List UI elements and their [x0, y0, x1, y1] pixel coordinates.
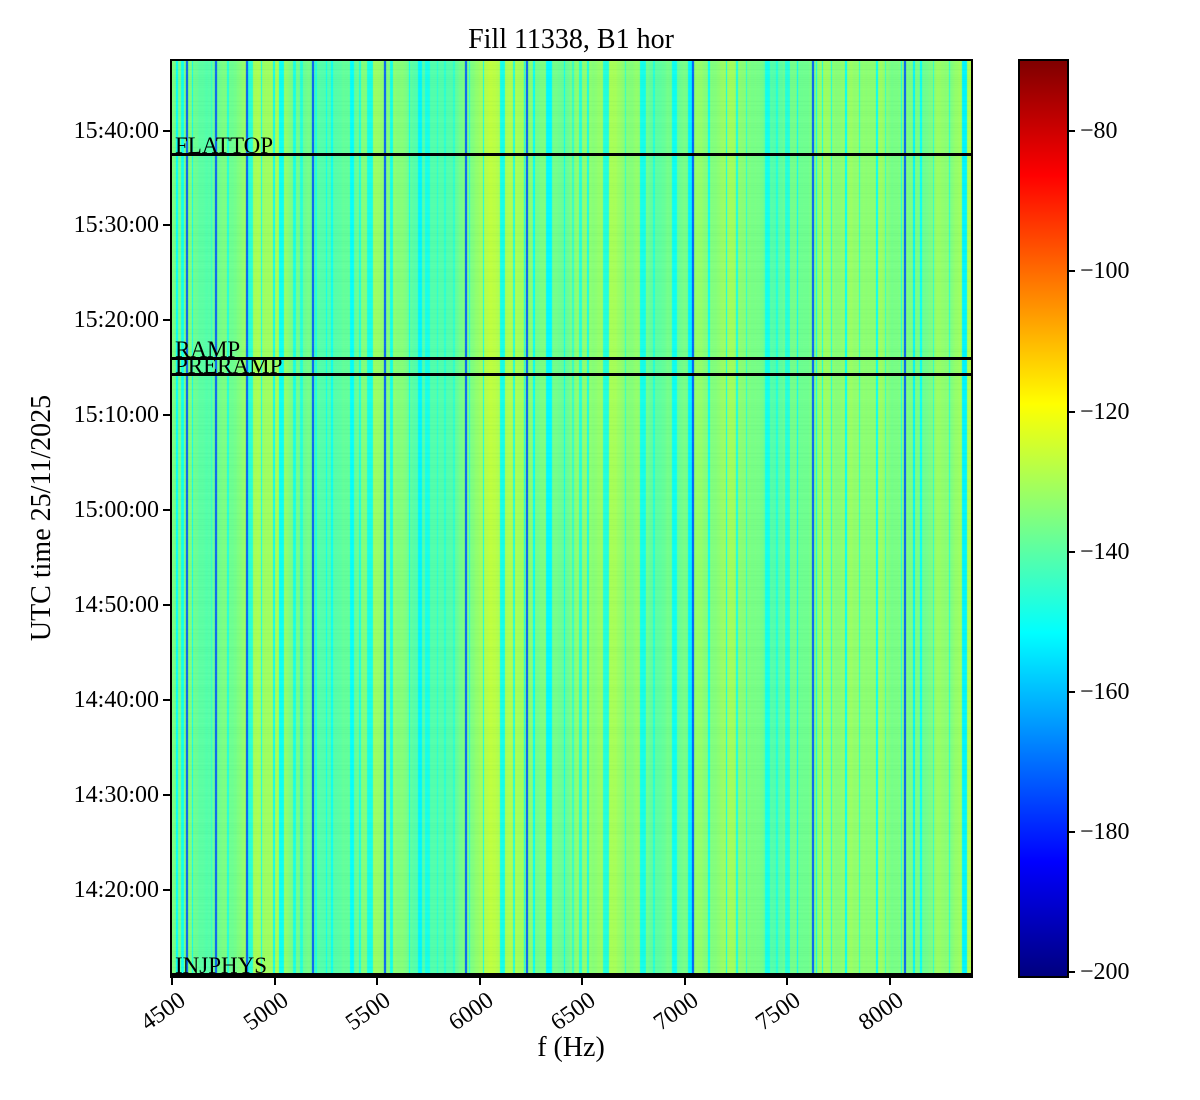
x-tick: [786, 976, 789, 985]
y-tick-label: 14:40:00: [73, 686, 159, 713]
x-tick: [888, 976, 891, 985]
spectrogram-plot: FLATTOP RAMP PRERAMP INJPHYS: [170, 59, 973, 978]
y-tick: [163, 129, 172, 132]
y-tick-label: 15:40:00: [73, 117, 159, 144]
y-tick-label: 15:30:00: [73, 212, 159, 239]
beam-mode-label-injphys: INJPHYS: [175, 953, 268, 978]
x-tick-label: 6000: [443, 987, 499, 1037]
colorbar-tick-label: −120: [1080, 398, 1130, 425]
x-tick: [376, 976, 379, 985]
y-tick: [163, 509, 172, 512]
beam-mode-label-ramp: RAMP: [175, 337, 241, 363]
x-tick: [581, 976, 584, 985]
y-tick: [163, 698, 172, 701]
x-tick: [273, 976, 276, 985]
y-tick: [163, 224, 172, 227]
x-tick-label: 7000: [648, 987, 704, 1037]
colorbar-tick-label: −180: [1080, 819, 1130, 846]
x-tick-label: 4500: [136, 987, 191, 1037]
y-tick: [163, 604, 172, 607]
colorbar-tick: [1067, 831, 1075, 834]
y-tick: [163, 319, 172, 322]
y-tick: [163, 414, 172, 417]
x-tick-label: 7500: [751, 987, 806, 1037]
colorbar-tick: [1067, 691, 1075, 694]
y-tick: [163, 888, 172, 891]
beam-mode-line-flattop: [172, 153, 971, 157]
colorbar-tick-label: −200: [1080, 959, 1130, 986]
colorbar-tick: [1067, 270, 1075, 273]
y-tick-label: 14:50:00: [73, 592, 159, 619]
y-tick-label: 14:30:00: [73, 781, 159, 808]
heatmap-canvas: [172, 61, 971, 976]
colorbar-tick-label: −80: [1080, 118, 1118, 145]
beam-mode-line-injphys: [172, 973, 971, 976]
y-tick-label: 15:10:00: [73, 402, 159, 429]
colorbar: [1018, 59, 1069, 978]
x-tick: [171, 976, 173, 985]
y-tick-label: 15:20:00: [73, 307, 159, 334]
y-tick-label: 14:20:00: [73, 876, 159, 903]
colorbar-tick: [1067, 550, 1075, 553]
y-tick: [163, 793, 172, 796]
x-tick-label: 8000: [854, 987, 909, 1037]
x-tick: [478, 976, 481, 985]
beam-mode-line-ramp: [172, 357, 971, 361]
x-tick-label: 5500: [341, 987, 396, 1037]
x-tick-label: 6500: [546, 987, 601, 1037]
x-axis-label: f (Hz): [537, 1032, 605, 1063]
beam-mode-label-preramp: PRERAMP: [175, 353, 283, 379]
colorbar-tick-label: −100: [1080, 258, 1130, 285]
x-tick: [683, 976, 686, 985]
y-tick-label: 15:00:00: [73, 497, 159, 524]
colorbar-tick: [1067, 130, 1075, 133]
plot-title: Fill 11338, B1 hor: [468, 24, 674, 55]
colorbar-tick-label: −160: [1080, 679, 1130, 706]
colorbar-tick: [1067, 971, 1075, 974]
beam-mode-label-flattop: FLATTOP: [175, 133, 273, 159]
colorbar-tick: [1067, 410, 1075, 413]
x-tick-label: 5000: [238, 987, 293, 1037]
beam-mode-line-preramp: [172, 373, 971, 377]
colorbar-tick-label: −140: [1080, 538, 1130, 565]
